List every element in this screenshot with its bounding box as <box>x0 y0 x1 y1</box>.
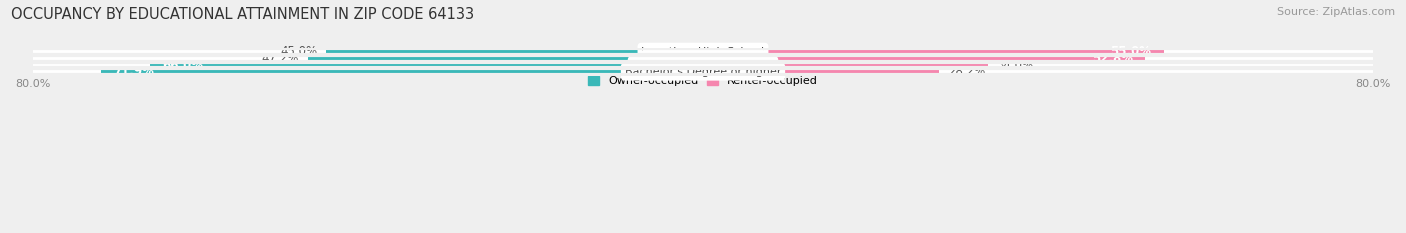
Text: 55.0%: 55.0% <box>1111 45 1152 58</box>
Bar <box>32 69 1374 75</box>
Text: 66.0%: 66.0% <box>163 58 204 72</box>
Text: 52.8%: 52.8% <box>1092 52 1133 65</box>
Text: Less than High School: Less than High School <box>641 47 765 57</box>
Text: OCCUPANCY BY EDUCATIONAL ATTAINMENT IN ZIP CODE 64133: OCCUPANCY BY EDUCATIONAL ATTAINMENT IN Z… <box>11 7 474 22</box>
Bar <box>150 63 703 67</box>
Bar <box>326 50 703 54</box>
Text: High School Diploma: High School Diploma <box>645 53 761 63</box>
Bar <box>308 56 703 60</box>
Legend: Owner-occupied, Renter-occupied: Owner-occupied, Renter-occupied <box>583 71 823 90</box>
Bar <box>32 49 1374 54</box>
Text: 71.9%: 71.9% <box>112 65 155 78</box>
Text: 47.2%: 47.2% <box>262 52 299 65</box>
Text: 28.2%: 28.2% <box>948 65 986 78</box>
Text: 45.0%: 45.0% <box>280 45 318 58</box>
Bar <box>703 63 988 67</box>
Bar <box>703 50 1164 54</box>
Bar <box>32 56 1374 61</box>
Text: Bachelor's Degree or higher: Bachelor's Degree or higher <box>624 67 782 77</box>
Text: 34.0%: 34.0% <box>997 58 1033 72</box>
Bar <box>101 70 703 74</box>
Text: Source: ZipAtlas.com: Source: ZipAtlas.com <box>1277 7 1395 17</box>
Bar <box>703 56 1146 60</box>
Bar <box>703 70 939 74</box>
Text: College/Associate Degree: College/Associate Degree <box>631 60 775 70</box>
Bar <box>32 62 1374 68</box>
